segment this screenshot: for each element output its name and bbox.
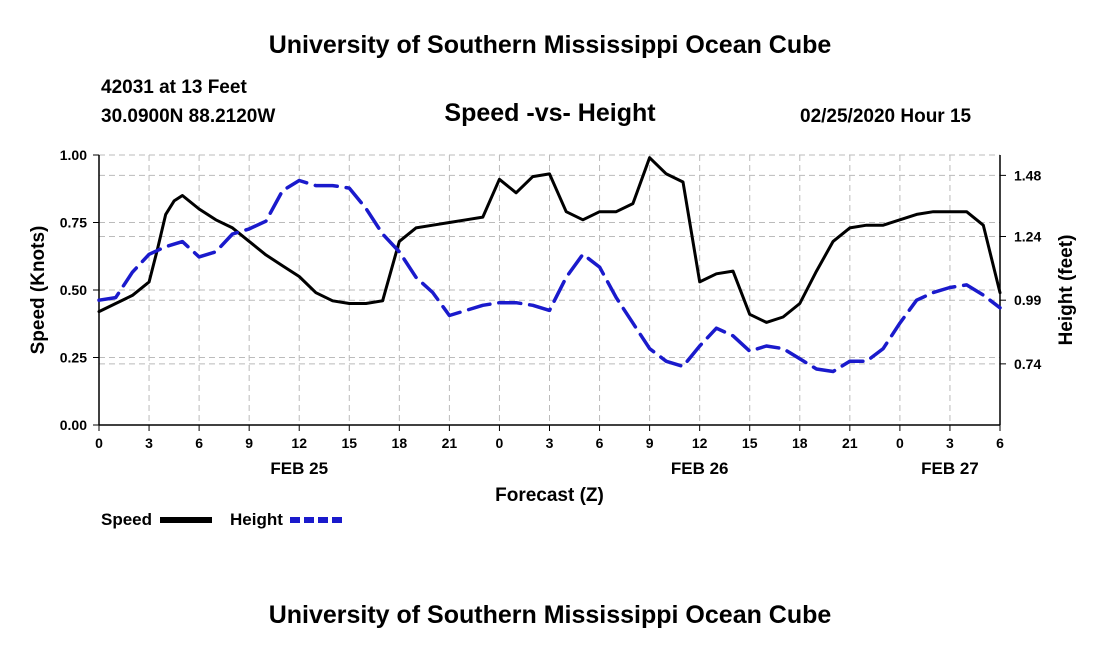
x-tick-label: 18 <box>392 435 408 451</box>
x-tick-label: 12 <box>692 435 708 451</box>
x-tick-label: 6 <box>195 435 203 451</box>
x-tick-label: 3 <box>946 435 954 451</box>
x-tick-label: 21 <box>442 435 458 451</box>
y-right-tick-label: 0.74 <box>1014 356 1041 372</box>
station-label: 42031 at 13 Feet <box>101 77 247 98</box>
series-line-height <box>97 178 1002 374</box>
y-left-tick-label: 0.50 <box>60 282 87 298</box>
date-label: FEB 27 <box>921 459 979 478</box>
x-tick-label: 21 <box>842 435 858 451</box>
footer-title: University of Southern Mississippi Ocean… <box>268 601 832 629</box>
x-tick-label: 15 <box>341 435 357 451</box>
y-left-tick-label: 0.75 <box>60 215 87 231</box>
y-left-tick-label: 0.00 <box>60 417 87 433</box>
x-tick-label: 3 <box>546 435 554 451</box>
x-tick-label: 0 <box>896 435 904 451</box>
x-tick-label: 3 <box>145 435 153 451</box>
y-axis-left-title: Speed (Knots) <box>28 226 49 355</box>
x-tick-label: 0 <box>95 435 103 451</box>
y-right-tick-label: 1.24 <box>1014 229 1041 245</box>
y-left-tick-label: 0.25 <box>60 350 87 366</box>
y-left-tick-label: 1.00 <box>60 147 87 163</box>
coords-label: 30.0900N 88.2120W <box>101 106 276 127</box>
datetime-label: 02/25/2020 Hour 15 <box>800 106 972 127</box>
x-tick-label: 6 <box>996 435 1004 451</box>
x-tick-label: 0 <box>496 435 504 451</box>
y-axis-right-title: Height (feet) <box>1056 235 1077 346</box>
date-label: FEB 26 <box>671 459 729 478</box>
page-title: University of Southern Mississippi Ocean… <box>268 31 832 59</box>
y-right-tick-label: 0.99 <box>1014 292 1041 308</box>
x-tick-label: 15 <box>742 435 758 451</box>
x-tick-label: 9 <box>646 435 654 451</box>
x-tick-label: 12 <box>291 435 307 451</box>
x-tick-label: 9 <box>245 435 253 451</box>
legend-height-label: Height <box>230 510 283 529</box>
legend-speed-label: Speed <box>101 510 152 529</box>
date-label: FEB 25 <box>270 459 328 478</box>
y-right-tick-label: 1.48 <box>1014 167 1041 183</box>
x-tick-label: 18 <box>792 435 808 451</box>
chart-title: Speed -vs- Height <box>444 99 656 127</box>
x-tick-label: 6 <box>596 435 604 451</box>
series-line-speed <box>97 156 1002 324</box>
x-axis-title: Forecast (Z) <box>495 485 604 506</box>
